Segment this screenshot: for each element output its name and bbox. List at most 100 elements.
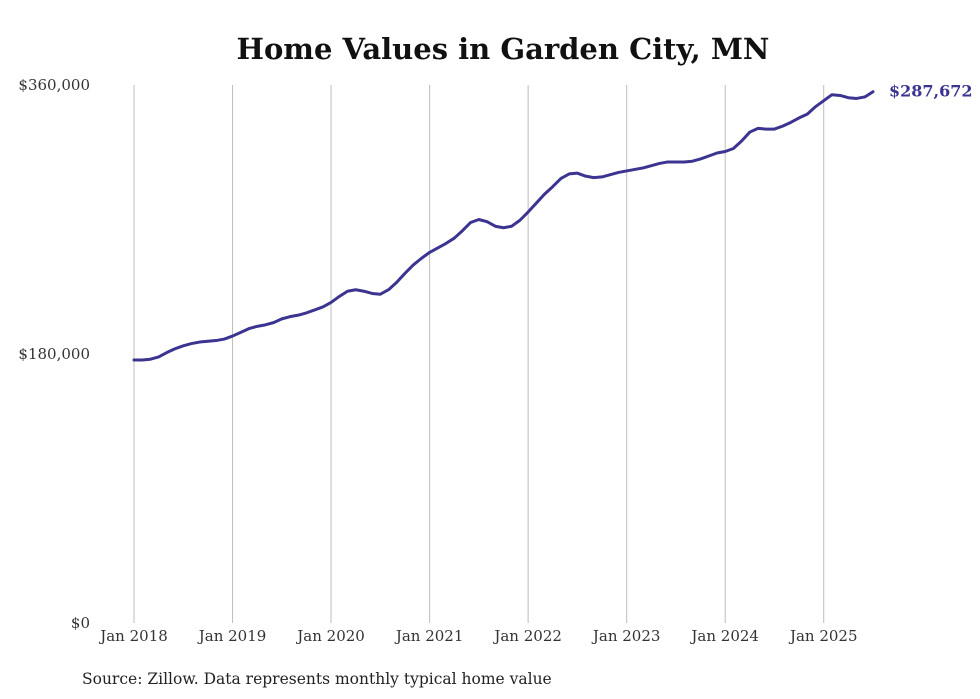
data-point — [379, 293, 381, 295]
y-tick-label: $180,000 — [18, 345, 90, 363]
data-point — [330, 301, 332, 303]
gridlines — [133, 85, 825, 623]
data-point — [527, 211, 529, 213]
data-point — [757, 127, 759, 129]
data-point — [716, 152, 718, 154]
data-point — [322, 306, 324, 308]
data-point — [552, 185, 554, 187]
data-point — [437, 247, 439, 249]
data-point — [831, 94, 833, 96]
data-point — [798, 117, 800, 119]
data-point — [272, 321, 274, 323]
data-point — [576, 172, 578, 174]
data-point — [223, 338, 225, 340]
data-point — [625, 170, 627, 172]
data-point — [469, 221, 471, 223]
data-point — [724, 150, 726, 152]
data-point — [207, 340, 209, 342]
data-point — [617, 171, 619, 173]
data-point — [486, 221, 488, 223]
x-tick-label: Jan 2018 — [98, 627, 168, 645]
data-point — [231, 335, 233, 337]
x-tick-label: Jan 2025 — [788, 627, 858, 645]
data-point — [281, 318, 283, 320]
data-point — [149, 358, 151, 360]
x-tick-label: Jan 2023 — [591, 627, 661, 645]
y-tick-label: $0 — [71, 614, 90, 632]
data-point — [773, 128, 775, 130]
data-point — [699, 158, 701, 160]
data-point — [387, 289, 389, 291]
data-point — [691, 160, 693, 162]
x-axis-tick-labels: Jan 2018 Jan 2019 Jan 2020 Jan 2021 Jan 2022… — [98, 627, 857, 645]
x-tick-label: Jan 2019 — [197, 627, 267, 645]
data-point — [519, 219, 521, 221]
x-tick-label: Jan 2021 — [394, 627, 464, 645]
data-point — [872, 91, 874, 93]
data-point — [404, 272, 406, 274]
data-point — [478, 218, 480, 220]
data-point — [461, 230, 463, 232]
source-note: Source: Zillow. Data represents monthly … — [82, 670, 552, 688]
data-point — [240, 331, 242, 333]
data-point — [650, 165, 652, 167]
last-value-label: $287,672 — [889, 82, 973, 101]
data-point — [790, 121, 792, 123]
data-point — [543, 193, 545, 195]
data-point — [428, 251, 430, 253]
home-value-line — [132, 90, 875, 362]
data-point — [396, 281, 398, 283]
data-point — [593, 176, 595, 178]
data-point — [675, 161, 677, 163]
data-point — [190, 342, 192, 344]
data-point — [133, 359, 135, 361]
data-point — [494, 225, 496, 227]
x-tick-label: Jan 2024 — [689, 627, 759, 645]
data-point — [174, 348, 176, 350]
data-point — [182, 345, 184, 347]
series-group — [132, 90, 875, 362]
y-tick-label: $360,000 — [18, 76, 90, 94]
data-point — [305, 312, 307, 314]
data-point — [560, 177, 562, 179]
data-point — [568, 173, 570, 175]
data-point — [749, 131, 751, 133]
data-point — [740, 140, 742, 142]
data-point — [839, 94, 841, 96]
data-point — [264, 324, 266, 326]
data-point — [535, 202, 537, 204]
data-point — [584, 175, 586, 177]
data-point — [412, 264, 414, 266]
data-point — [823, 99, 825, 101]
x-tick-label: Jan 2020 — [295, 627, 365, 645]
data-point — [338, 295, 340, 297]
data-point — [855, 97, 857, 99]
data-point — [601, 176, 603, 178]
data-point — [157, 356, 159, 358]
y-axis-tick-labels: $0 $180,000 $360,000 — [18, 76, 90, 632]
data-point — [141, 359, 143, 361]
data-point — [732, 147, 734, 149]
data-point — [453, 237, 455, 239]
data-point — [609, 173, 611, 175]
data-point — [847, 97, 849, 99]
data-point — [445, 242, 447, 244]
data-point — [313, 309, 315, 311]
data-point — [642, 167, 644, 169]
data-point — [371, 292, 373, 294]
data-point — [363, 290, 365, 292]
data-point — [248, 327, 250, 329]
data-point — [634, 168, 636, 170]
data-point — [781, 125, 783, 127]
data-point — [806, 113, 808, 115]
data-point — [658, 162, 660, 164]
data-point — [256, 325, 258, 327]
data-point — [355, 289, 357, 291]
data-point — [683, 161, 685, 163]
x-tick-label: Jan 2022 — [492, 627, 562, 645]
data-point — [346, 290, 348, 292]
data-point — [765, 128, 767, 130]
data-point — [420, 257, 422, 259]
data-point — [511, 225, 513, 227]
